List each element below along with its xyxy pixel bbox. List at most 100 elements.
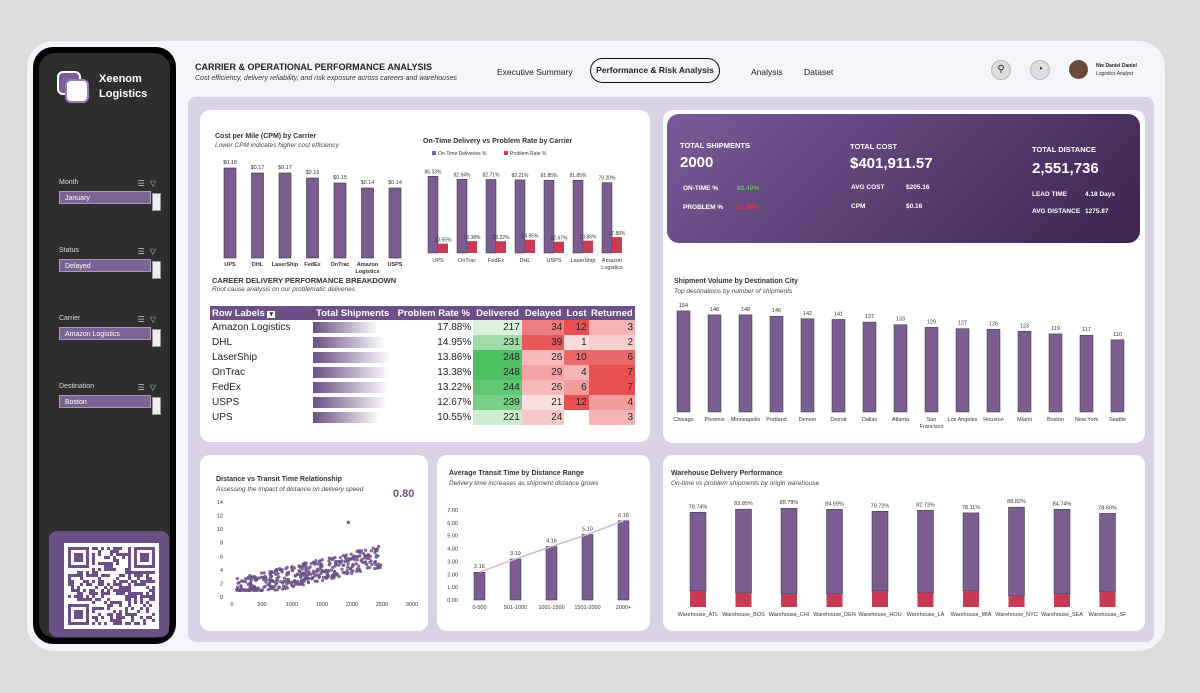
scatter-point [295, 572, 299, 577]
qr-module [152, 592, 155, 595]
qr-module [134, 622, 137, 625]
delivered-cell: 221 [473, 410, 522, 425]
page-title: CARRIER & OPERATIONAL PERFORMANCE ANALYS… [195, 62, 433, 72]
scatter-point [277, 585, 281, 589]
qr-module [140, 616, 143, 619]
slicer-filter-icon[interactable]: ☰▽ [137, 179, 161, 188]
qr-module [128, 574, 131, 577]
ontime-data-label: 82.21% [512, 173, 530, 179]
qr-module [113, 610, 116, 613]
notification-icon[interactable]: ◔ [1030, 60, 1050, 80]
scatter-point [311, 569, 315, 573]
delayed-cell: 34 [521, 320, 565, 335]
ontime-label: ON-TIME % [683, 185, 719, 192]
qr-module [77, 595, 80, 598]
nav-analysis[interactable]: Analysis [751, 67, 783, 77]
qr-module [80, 592, 83, 595]
carrier-table: Row Labels ▾ Total Shipments Problem Rat… [210, 306, 635, 425]
problem-data-label: 13.22% [493, 235, 511, 241]
scatter-point [338, 560, 342, 564]
scatter-point [342, 563, 346, 567]
nav-executive-summary[interactable]: Executive Summary [497, 67, 573, 77]
wh-tick-label: Warehouse_SF [1088, 612, 1127, 618]
table-row[interactable]: Amazon Logistics 17.88% 217 34 12 3 [210, 320, 635, 335]
scatter-point [367, 556, 371, 561]
qr-module [113, 580, 116, 583]
slicer-label: Status [59, 247, 79, 254]
nav-performance-risk[interactable]: Performance & Risk Analysis [590, 58, 720, 83]
nav-dataset[interactable]: Dataset [804, 67, 834, 77]
qr-module [140, 592, 143, 595]
table-row[interactable]: UPS 10.55% 221 24 3 [210, 410, 635, 425]
scatter-point [320, 558, 324, 562]
wh-data-label: 84.69% [825, 501, 844, 507]
slicer-value[interactable]: Amazon Logistics [59, 327, 151, 340]
slicer-label: Month [59, 179, 79, 186]
shipments-bar-cell [311, 380, 394, 395]
table-row[interactable]: USPS 12.67% 239 21 12 4 [210, 395, 635, 410]
scatter-point [300, 567, 304, 571]
table-row[interactable]: FedEx 13.22% 244 26 6 7 [210, 380, 635, 395]
lost-cell: 12 [564, 395, 589, 410]
slicer-scrollbar[interactable] [152, 397, 161, 415]
slicer-scrollbar[interactable] [152, 193, 161, 211]
qr-module [152, 571, 155, 574]
qr-module [107, 604, 110, 607]
scatter-point [299, 575, 303, 579]
wh-problem-bar [963, 591, 979, 607]
qr-module [92, 574, 95, 577]
qr-module [104, 556, 107, 559]
qr-module [128, 577, 131, 580]
qr-module [152, 595, 155, 598]
dest-bar [893, 324, 908, 413]
qr-module [107, 607, 110, 610]
scatter-point [340, 567, 344, 571]
qr-module [89, 589, 92, 592]
delivered-cell: 217 [473, 320, 522, 335]
scatter-point [373, 560, 377, 564]
cpm-label: CPM [851, 203, 866, 210]
scatter-point [286, 577, 291, 582]
table-row[interactable]: DHL 14.95% 231 39 1 2 [210, 335, 635, 350]
scatter-point [235, 577, 239, 581]
scatter-point [266, 588, 270, 592]
qr-module [101, 595, 104, 598]
table-row[interactable]: LaserShip 13.86% 248 26 10 6 [210, 350, 635, 365]
table-row[interactable]: OnTrac 13.38% 248 29 4 7 [210, 365, 635, 380]
slicer-value[interactable]: January [59, 191, 151, 204]
scatter-point [308, 565, 312, 569]
qr-module [119, 592, 122, 595]
dest-tick-label: Francisco [920, 424, 944, 430]
qr-module [125, 622, 128, 625]
qr-code[interactable] [64, 543, 159, 629]
page-subtitle: Cost efficiency, delivery reliability, a… [195, 75, 457, 82]
qr-module [149, 571, 152, 574]
qr-module [134, 595, 137, 598]
slicer-filter-icon[interactable]: ☰▽ [137, 247, 161, 256]
avatar[interactable] [1069, 60, 1088, 79]
slicer-value[interactable]: Delayed [59, 259, 151, 272]
qr-module [140, 571, 143, 574]
slicer-value[interactable]: Boston [59, 395, 151, 408]
delayed-cell: 29 [521, 365, 565, 380]
slicer-scrollbar[interactable] [152, 261, 161, 279]
filter-dropdown-icon[interactable]: ▾ [267, 310, 275, 318]
scatter-point [248, 581, 252, 585]
table-header[interactable]: Row Labels ▾ [210, 306, 312, 320]
scatter-point [341, 554, 345, 558]
slicer-filter-icon[interactable]: ☰▽ [137, 315, 161, 324]
qr-module [119, 580, 122, 583]
total-cost-value: $401,911.57 [850, 155, 933, 172]
slicer-scrollbar[interactable] [152, 329, 161, 347]
ontime-tick-label: LaserShip [571, 258, 596, 264]
transit-y-tick: 4.00 [447, 547, 458, 553]
search-icon[interactable]: ⚲ [991, 60, 1011, 80]
slicer-filter-icon[interactable]: ☰▽ [137, 383, 161, 392]
problem-data-label: 10.55% [435, 238, 453, 244]
scatter-point [264, 578, 268, 582]
qr-module [125, 586, 128, 589]
scatter-point [318, 559, 322, 563]
scatter-point [373, 547, 377, 552]
delayed-cell: 26 [521, 350, 565, 365]
scatter-point [272, 571, 277, 575]
